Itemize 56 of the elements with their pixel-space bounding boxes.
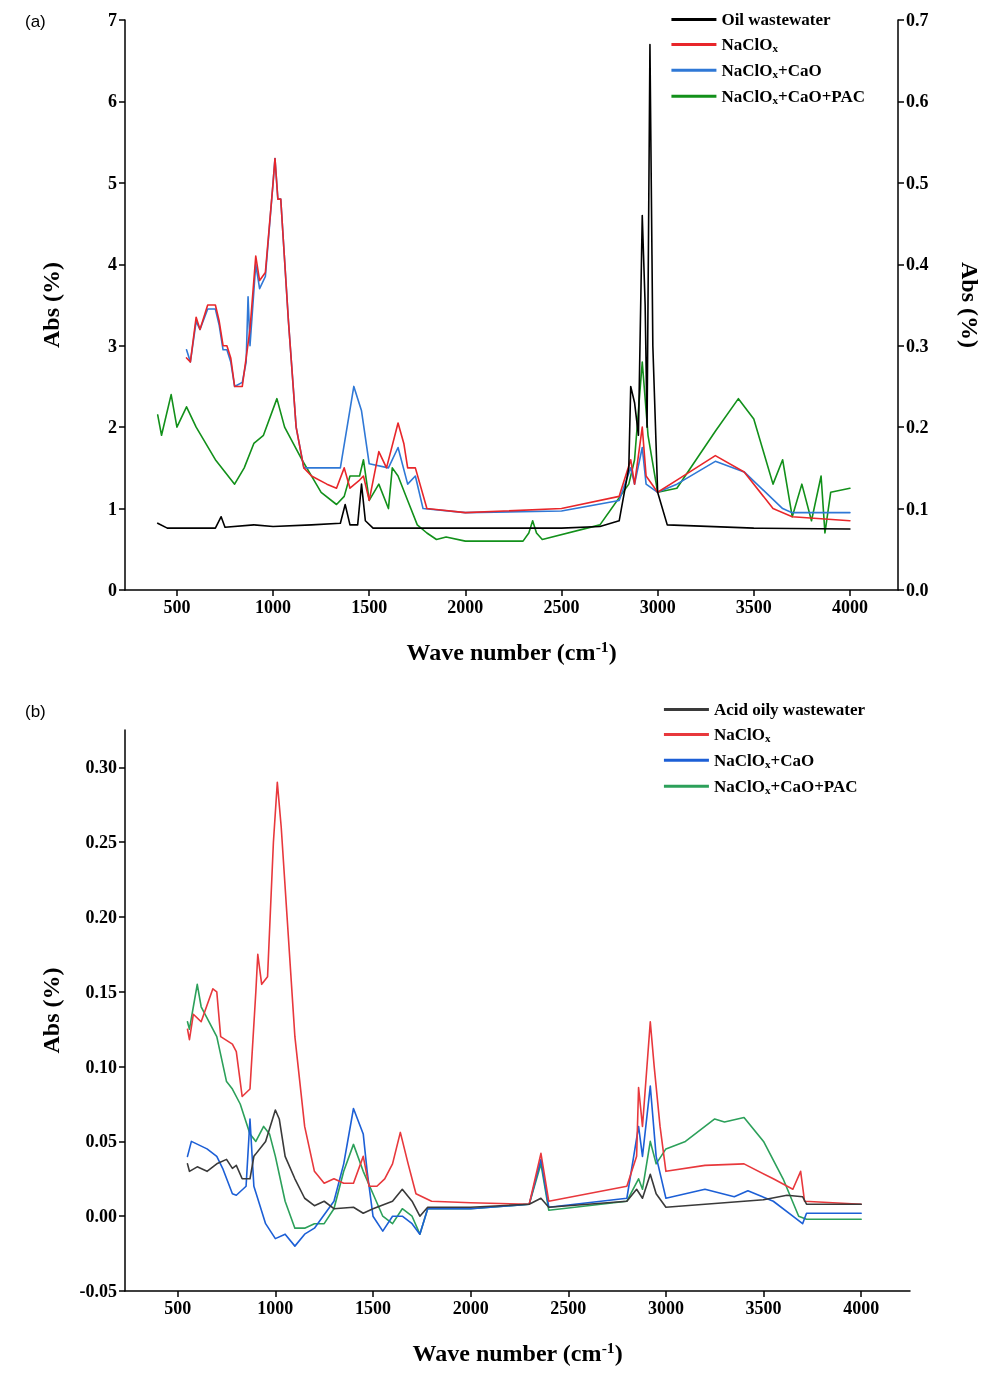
y2-tick-label: 0.2 xyxy=(906,417,929,438)
x-tick-label: 1000 xyxy=(257,1298,294,1318)
y-tick-label: 0 xyxy=(108,580,117,600)
x-tick-label: 1000 xyxy=(255,597,292,617)
y-axis-title: Abs (%) xyxy=(38,967,64,1054)
y-tick-label: 6 xyxy=(108,91,117,112)
x-tick-label: 3500 xyxy=(745,1298,782,1318)
chart-title: (a) xyxy=(25,12,46,31)
legend-label: NaClOx xyxy=(721,35,779,55)
y-tick-label: 0.00 xyxy=(85,1206,117,1227)
y-tick-label: 4 xyxy=(108,254,117,275)
x-tick-label: 2000 xyxy=(452,1298,489,1318)
y2-tick-label: 0.0 xyxy=(906,580,929,600)
legend-label: NaClOx+CaO+PAC xyxy=(713,776,858,796)
line-series xyxy=(186,1085,862,1247)
legend-label: Acid oily wastewater xyxy=(713,700,866,719)
x-tick-label: 2500 xyxy=(543,597,580,617)
line-series xyxy=(156,361,851,542)
y-tick-label: -0.05 xyxy=(79,1281,117,1301)
y2-tick-label: 0.3 xyxy=(906,335,929,356)
y-tick-label: 0.30 xyxy=(85,757,117,778)
y-tick-label: 0.15 xyxy=(85,981,117,1002)
y2-tick-label: 0.4 xyxy=(906,254,929,275)
x-tick-label: 4000 xyxy=(831,597,868,617)
x-tick-label: 3000 xyxy=(639,597,676,617)
x-tick-label: 500 xyxy=(163,597,191,617)
x-tick-label: 1500 xyxy=(351,597,388,617)
legend-label: NaClOx+CaO xyxy=(721,60,822,81)
x-tick-label: 500 xyxy=(164,1298,192,1318)
y2-tick-label: 0.1 xyxy=(906,498,929,519)
y2-tick-label: 0.5 xyxy=(906,172,929,193)
line-series xyxy=(186,1109,862,1217)
y-tick-label: 3 xyxy=(108,335,117,356)
y2-axis-title: Abs (%) xyxy=(957,261,983,349)
y-tick-label: 0.20 xyxy=(85,907,117,927)
y-tick-label: 0.05 xyxy=(85,1131,117,1152)
x-tick-label: 3000 xyxy=(647,1298,684,1318)
y-tick-label: 2 xyxy=(108,417,117,438)
legend-label: NaClOx+CaO xyxy=(713,750,815,771)
y2-tick-label: 0.6 xyxy=(906,91,929,112)
chart-title: (b) xyxy=(25,702,46,721)
legend-label: NaClOx+CaO+PAC xyxy=(721,86,866,106)
x-tick-label: 3500 xyxy=(735,597,772,617)
y2-tick-label: 0.7 xyxy=(906,10,929,30)
x-tick-label: 1500 xyxy=(355,1298,391,1318)
x-tick-label: 2500 xyxy=(550,1298,587,1318)
x-tick-label: 2000 xyxy=(447,597,484,617)
legend-label: NaClOx xyxy=(713,725,771,745)
y-tick-label: 5 xyxy=(108,172,117,193)
y-tick-label: 7 xyxy=(108,10,117,30)
y-axis-title: Abs (%) xyxy=(38,261,64,349)
y-tick-label: 0.10 xyxy=(85,1056,117,1077)
x-tick-label: 4000 xyxy=(843,1298,880,1318)
y-tick-label: 1 xyxy=(108,498,117,519)
y-tick-label: 0.25 xyxy=(85,832,117,853)
legend-label: Oil wastewater xyxy=(721,10,831,29)
